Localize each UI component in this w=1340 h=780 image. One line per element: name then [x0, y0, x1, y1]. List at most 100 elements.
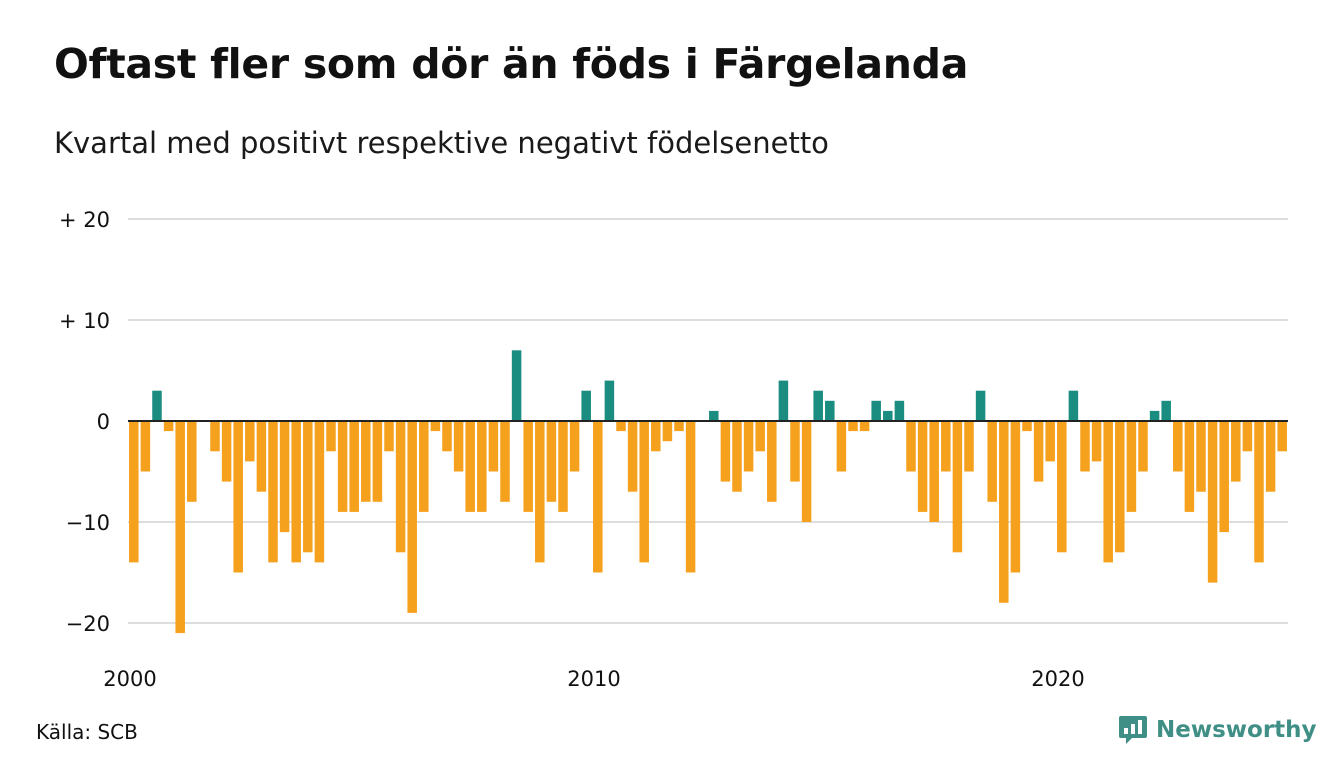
bar — [349, 421, 359, 512]
bar — [720, 421, 731, 482]
bar — [187, 421, 197, 502]
gridlines — [128, 218, 1288, 624]
bar — [651, 421, 661, 452]
x-tick-label: 2010 — [567, 667, 620, 691]
bar — [790, 421, 800, 482]
bar — [999, 421, 1009, 603]
bar — [639, 421, 649, 563]
bar — [1126, 421, 1137, 512]
bar — [1184, 421, 1195, 512]
bar — [848, 421, 858, 432]
bar — [546, 421, 557, 502]
bar — [894, 400, 905, 421]
bar — [372, 421, 383, 502]
bar — [616, 421, 626, 432]
chart-title: Oftast fler som dör än föds i Färgelanda — [54, 40, 969, 88]
bar — [477, 421, 487, 512]
bar — [1010, 421, 1021, 573]
bar — [361, 421, 371, 502]
bar — [407, 421, 417, 613]
bar — [1115, 421, 1125, 553]
bar — [129, 421, 139, 563]
bar — [488, 421, 499, 472]
bar — [245, 421, 255, 462]
y-tick-label: 0 — [97, 410, 110, 434]
bar — [1091, 421, 1102, 462]
bar — [326, 421, 336, 452]
chart-subtitle: Kvartal med positivt respektive negativt… — [54, 126, 829, 160]
bar — [1196, 421, 1206, 492]
bar — [1138, 421, 1148, 472]
y-axis-ticks: + 20 + 10 0 −10 −20 — [59, 208, 110, 636]
bar — [453, 421, 464, 472]
bar — [337, 421, 348, 512]
bar — [569, 421, 580, 472]
bar — [987, 421, 997, 502]
bar — [1057, 421, 1067, 553]
bar — [1022, 421, 1032, 432]
bar — [1080, 421, 1090, 472]
bar — [593, 421, 603, 573]
bar — [813, 390, 823, 421]
bar — [871, 400, 881, 421]
bar — [465, 421, 475, 512]
bar — [964, 421, 974, 472]
bar — [1161, 400, 1171, 421]
bar — [210, 421, 220, 452]
bar — [732, 421, 742, 492]
bar — [233, 421, 243, 573]
bar — [709, 410, 719, 421]
bar — [975, 390, 986, 421]
bar — [384, 421, 394, 452]
y-tick-label: −20 — [66, 612, 110, 636]
newsworthy-logo-icon — [1119, 716, 1147, 744]
bar — [140, 421, 151, 472]
bar — [279, 421, 290, 533]
bar — [314, 421, 325, 563]
bar — [743, 421, 754, 472]
bar — [581, 390, 591, 421]
bar — [685, 421, 696, 573]
bar — [395, 421, 406, 553]
bar — [1103, 421, 1113, 563]
bar — [627, 421, 638, 492]
bar — [825, 400, 835, 421]
bar — [1254, 421, 1264, 563]
bar — [836, 421, 847, 472]
bar — [1219, 421, 1229, 533]
bar — [291, 421, 301, 563]
bar — [523, 421, 533, 512]
bar — [500, 421, 510, 502]
bar — [163, 421, 174, 432]
brand-name: Newsworthy — [1156, 717, 1317, 743]
bar — [268, 421, 278, 563]
bar — [859, 421, 870, 432]
bar — [941, 421, 951, 472]
y-tick-label: + 20 — [59, 208, 110, 232]
bar — [256, 421, 267, 492]
y-tick-label: + 10 — [59, 309, 110, 333]
bar — [917, 421, 928, 512]
bar — [419, 421, 429, 512]
bar — [883, 410, 893, 421]
source-note: Källa: SCB — [36, 720, 138, 744]
bar — [1068, 390, 1079, 421]
bar — [929, 421, 939, 522]
bar — [952, 421, 963, 553]
bar — [1149, 410, 1160, 421]
bar — [767, 421, 777, 502]
bar — [152, 390, 162, 421]
bar — [1045, 421, 1055, 462]
bar — [511, 350, 522, 421]
x-axis-ticks: 2000 2010 2020 — [103, 667, 1084, 691]
bar — [662, 421, 673, 442]
bar — [535, 421, 545, 563]
bar — [801, 421, 812, 522]
bar — [906, 421, 916, 472]
bars — [129, 350, 1287, 634]
brand-logo: Newsworthy — [1118, 714, 1317, 746]
bar — [755, 421, 765, 452]
bar — [430, 421, 441, 432]
bar — [221, 421, 232, 482]
